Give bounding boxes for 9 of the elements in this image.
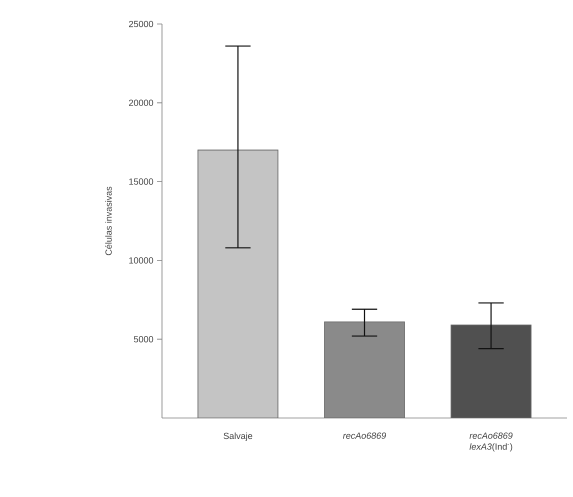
y-tick-label: 5000 bbox=[134, 336, 154, 342]
x-tick-label: Salvaje bbox=[224, 432, 252, 441]
y-tick-label: 25000 bbox=[129, 20, 154, 28]
y-tick-label: 15000 bbox=[129, 178, 154, 185]
y-tick-label: 20000 bbox=[129, 100, 154, 106]
x-tick-label: recAo6869 bbox=[342, 432, 386, 439]
y-tick-label: 10000 bbox=[129, 257, 154, 264]
x-tick-label: recAo6869 lexA3(Ind$^{-}$) bbox=[470, 432, 513, 452]
y-axis-title: Células invasivas bbox=[105, 186, 112, 256]
